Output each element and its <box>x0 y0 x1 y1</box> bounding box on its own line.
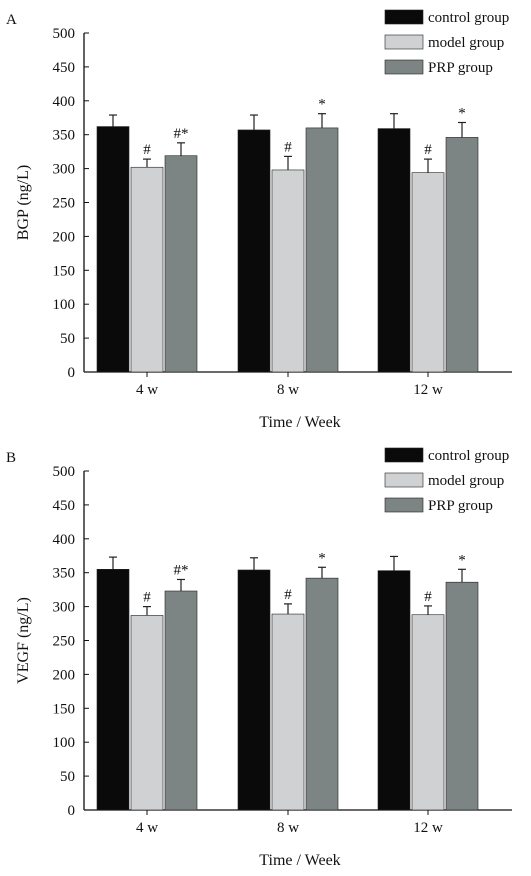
x-tick-label: 12 w <box>413 820 443 836</box>
bar <box>237 129 271 373</box>
y-tick-label: 450 <box>53 498 76 514</box>
bar <box>164 590 198 811</box>
x-tick-label: 4 w <box>136 382 158 398</box>
legend-label: control group <box>428 10 509 26</box>
x-tick-label: 12 w <box>413 382 443 398</box>
x-axis-label: Time / Week <box>259 414 340 431</box>
y-tick-label: 0 <box>68 365 76 381</box>
y-tick-label: 400 <box>53 532 76 548</box>
y-tick-label: 250 <box>53 634 76 650</box>
y-tick-label: 400 <box>53 94 76 110</box>
bar <box>411 172 445 373</box>
significance-marker: * <box>458 552 466 568</box>
panel-label: A <box>6 12 17 28</box>
significance-marker: # <box>143 142 151 158</box>
y-tick-label: 300 <box>53 600 76 616</box>
bar <box>237 569 271 811</box>
bar <box>130 615 164 811</box>
y-tick-label: 200 <box>53 667 76 683</box>
y-tick-label: 150 <box>53 701 76 717</box>
legend-swatch <box>384 472 424 488</box>
significance-marker: #* <box>174 126 189 142</box>
y-tick-label: 500 <box>53 26 76 42</box>
y-tick-label: 250 <box>53 196 76 212</box>
bar <box>377 570 411 811</box>
bgp-bar-chart: A 0 50 100 150 200 250 300 350 400 450 500 BGP (ng/L… <box>6 9 512 431</box>
bar <box>377 128 411 373</box>
y-tick-label: 150 <box>53 263 76 279</box>
legend-swatch <box>384 447 424 463</box>
significance-marker: * <box>318 550 326 566</box>
y-tick-label: 100 <box>53 735 76 751</box>
significance-marker: # <box>143 590 151 606</box>
legend-label: PRP group <box>428 60 493 76</box>
legend-swatch <box>384 9 424 25</box>
x-tick-label: 4 w <box>136 820 158 836</box>
significance-marker: * <box>318 97 326 113</box>
bar <box>164 155 198 373</box>
bar <box>96 569 130 811</box>
panel-label: B <box>6 450 16 466</box>
y-tick-label: 350 <box>53 128 76 144</box>
legend-label: model group <box>428 35 504 51</box>
legend-label: control group <box>428 448 509 464</box>
legend-swatch <box>384 59 424 75</box>
y-tick-label: 0 <box>68 803 76 819</box>
bar <box>411 614 445 811</box>
significance-marker: # <box>284 139 292 155</box>
legend-swatch <box>384 497 424 513</box>
significance-marker: # <box>424 142 432 158</box>
bar <box>96 126 130 373</box>
y-tick-label: 50 <box>60 331 75 347</box>
significance-marker: * <box>458 105 466 121</box>
chart-panel-b: B 0 50 100 150 200 250 300 350 400 450 500 VEGF (ng/… <box>0 438 531 875</box>
x-tick-label: 8 w <box>277 820 299 836</box>
bar <box>305 127 339 373</box>
bar <box>445 137 479 373</box>
y-tick-label: 100 <box>53 297 76 313</box>
legend-label: PRP group <box>428 498 493 514</box>
y-axis-label: BGP (ng/L) <box>15 165 32 240</box>
bar <box>271 169 305 373</box>
y-tick-label: 350 <box>53 566 76 582</box>
y-tick-label: 50 <box>60 769 75 785</box>
x-tick-label: 8 w <box>277 382 299 398</box>
y-tick-label: 200 <box>53 229 76 245</box>
y-tick-label: 500 <box>53 464 76 480</box>
bar <box>305 577 339 811</box>
x-axis-label: Time / Week <box>259 852 340 869</box>
bar <box>271 613 305 811</box>
significance-marker: # <box>284 587 292 603</box>
significance-marker: #* <box>174 562 189 578</box>
legend-swatch <box>384 34 424 50</box>
vegf-bar-chart: B 0 50 100 150 200 250 300 350 400 450 500 VEGF (ng/… <box>6 447 512 869</box>
y-tick-label: 300 <box>53 162 76 178</box>
legend-label: model group <box>428 473 504 489</box>
significance-marker: # <box>424 589 432 605</box>
y-tick-label: 450 <box>53 60 76 76</box>
chart-panel-a: A 0 50 100 150 200 250 300 350 400 450 500 BGP (ng/L… <box>6 9 512 431</box>
bar <box>130 166 164 373</box>
bar <box>445 581 479 811</box>
y-axis-label: VEGF (ng/L) <box>15 597 32 684</box>
